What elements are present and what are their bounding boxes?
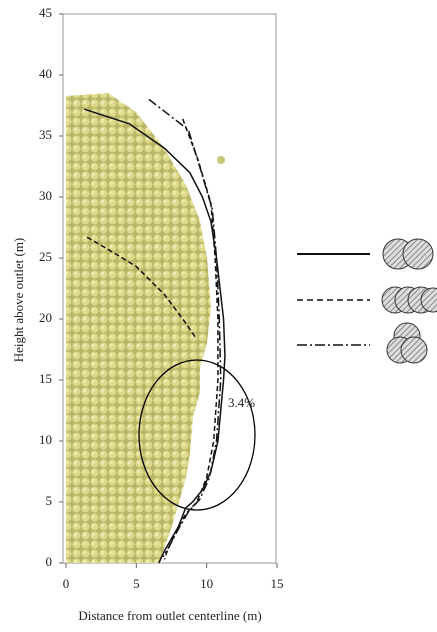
y-tick-label: 5 — [46, 493, 53, 508]
y-tick-label: 20 — [39, 310, 52, 325]
particle-icon — [387, 323, 427, 363]
stray-particle — [217, 156, 225, 164]
y-tick-label: 35 — [39, 127, 52, 142]
x-axis-label: Distance from outlet centerline (m) — [78, 608, 261, 623]
particle-icon — [383, 239, 433, 269]
y-tick-label: 45 — [39, 5, 52, 20]
y-tick-label: 0 — [46, 554, 53, 569]
y-tick-label: 30 — [39, 188, 52, 203]
y-tick-label: 10 — [39, 432, 52, 447]
y-tick-label: 40 — [39, 66, 52, 81]
x-tick-label: 10 — [200, 576, 213, 591]
y-tick-label: 15 — [39, 371, 52, 386]
y-tick-label: 25 — [39, 249, 52, 264]
y-axis-label: Height above outlet (m) — [11, 238, 26, 363]
annotation: 3.4% — [228, 395, 255, 410]
legend — [297, 239, 437, 363]
particle-icon — [382, 287, 437, 313]
x-tick-label: 0 — [63, 576, 70, 591]
x-tick-label: 5 — [133, 576, 140, 591]
x-tick-label: 15 — [271, 576, 284, 591]
chart: 3.4% Distance from outlet centerline (m)… — [0, 0, 437, 627]
